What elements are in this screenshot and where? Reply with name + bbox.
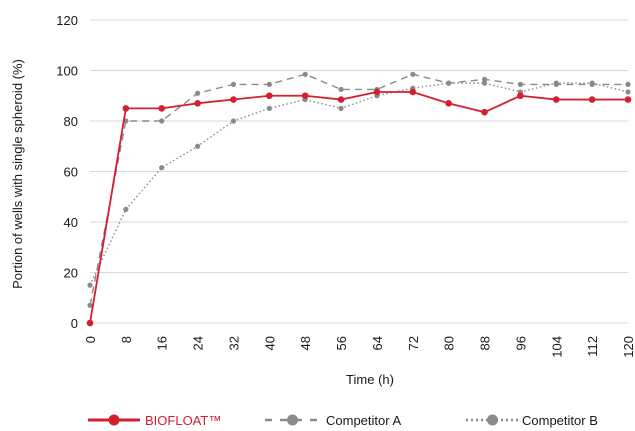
data-point bbox=[517, 92, 524, 100]
x-tick-label: 72 bbox=[406, 336, 421, 350]
data-point bbox=[625, 89, 631, 95]
data-point bbox=[266, 105, 272, 111]
data-point bbox=[301, 92, 309, 100]
y-axis-label: Portion of wells with single spheroid (%… bbox=[10, 59, 25, 289]
x-tick-label: 56 bbox=[334, 336, 349, 350]
data-point bbox=[409, 88, 417, 96]
x-tick-label: 24 bbox=[191, 336, 206, 350]
data-point bbox=[481, 80, 488, 86]
legend-marker bbox=[487, 414, 498, 426]
data-point bbox=[624, 96, 632, 103]
legend-marker bbox=[108, 414, 120, 426]
data-point bbox=[195, 90, 201, 96]
legend-label: Competitor B bbox=[522, 413, 598, 428]
data-point bbox=[517, 81, 524, 87]
series-2 bbox=[87, 80, 631, 288]
gridlines bbox=[90, 19, 628, 324]
legend-item: BIOFLOAT™ bbox=[88, 413, 221, 428]
legend-label: Competitor A bbox=[326, 413, 401, 428]
data-point bbox=[195, 143, 201, 149]
x-tick-label: 8 bbox=[119, 336, 134, 343]
data-point bbox=[552, 96, 560, 103]
x-tick-label: 80 bbox=[442, 336, 457, 350]
data-point bbox=[87, 302, 93, 308]
y-tick-label: 40 bbox=[64, 215, 78, 230]
data-point bbox=[445, 100, 452, 107]
data-point bbox=[158, 105, 166, 112]
series-0 bbox=[86, 88, 632, 327]
x-tick-label: 104 bbox=[549, 336, 564, 358]
x-tick-label: 112 bbox=[585, 336, 600, 357]
y-tick-label: 20 bbox=[64, 266, 78, 281]
data-point bbox=[373, 88, 381, 96]
legend-item: Competitor A bbox=[265, 413, 401, 428]
data-point bbox=[230, 118, 237, 124]
data-point bbox=[625, 81, 631, 87]
x-tick-label: 120 bbox=[621, 336, 635, 358]
x-tick-label: 64 bbox=[370, 336, 385, 350]
x-axis-label: Time (h) bbox=[346, 372, 394, 387]
y-tick-label: 0 bbox=[71, 316, 78, 331]
y-tick-label: 80 bbox=[64, 114, 78, 129]
legend-marker bbox=[287, 414, 298, 426]
y-tick-label: 60 bbox=[64, 165, 78, 180]
data-point bbox=[266, 92, 273, 100]
x-tick-label: 0 bbox=[83, 336, 98, 343]
x-tick-label: 16 bbox=[155, 336, 170, 350]
data-point bbox=[337, 96, 345, 103]
data-point bbox=[338, 86, 344, 93]
data-point bbox=[481, 76, 488, 82]
data-point bbox=[481, 108, 488, 116]
data-point bbox=[230, 96, 237, 103]
x-tick-label: 48 bbox=[298, 336, 313, 350]
data-point bbox=[86, 319, 94, 327]
x-tick-label: 88 bbox=[478, 336, 493, 350]
data-point bbox=[123, 206, 129, 212]
data-point bbox=[230, 81, 237, 87]
data-point bbox=[446, 80, 452, 86]
data-point bbox=[194, 100, 201, 107]
legend-label: BIOFLOAT™ bbox=[145, 413, 221, 428]
x-tick-label: 32 bbox=[226, 336, 241, 350]
data-point bbox=[338, 105, 344, 111]
data-point bbox=[302, 71, 308, 77]
legend: BIOFLOAT™ Competitor A Competitor B bbox=[88, 413, 598, 428]
data-point bbox=[87, 282, 93, 288]
x-tick-label: 96 bbox=[513, 336, 528, 350]
series-lines bbox=[86, 71, 632, 327]
data-point bbox=[553, 81, 559, 87]
data-point bbox=[589, 81, 595, 87]
x-tick-label: 40 bbox=[262, 336, 277, 350]
y-axis-ticks: 0 20 40 60 80 100 120 bbox=[56, 13, 78, 331]
data-point bbox=[410, 71, 416, 77]
series-line bbox=[89, 91, 628, 324]
y-tick-label: 100 bbox=[56, 64, 78, 79]
x-axis-ticks: 0 8 16 24 32 40 48 56 64 72 80 88 96 104 112 120 bbox=[83, 336, 635, 358]
data-point bbox=[159, 118, 165, 124]
data-point bbox=[266, 81, 272, 87]
data-point bbox=[588, 96, 596, 103]
y-tick-label: 120 bbox=[56, 13, 78, 28]
series-line bbox=[89, 82, 629, 286]
data-point bbox=[159, 165, 165, 171]
series-1 bbox=[87, 71, 631, 308]
legend-item: Competitor B bbox=[466, 413, 598, 428]
data-point bbox=[122, 105, 130, 112]
series-line bbox=[89, 73, 628, 306]
